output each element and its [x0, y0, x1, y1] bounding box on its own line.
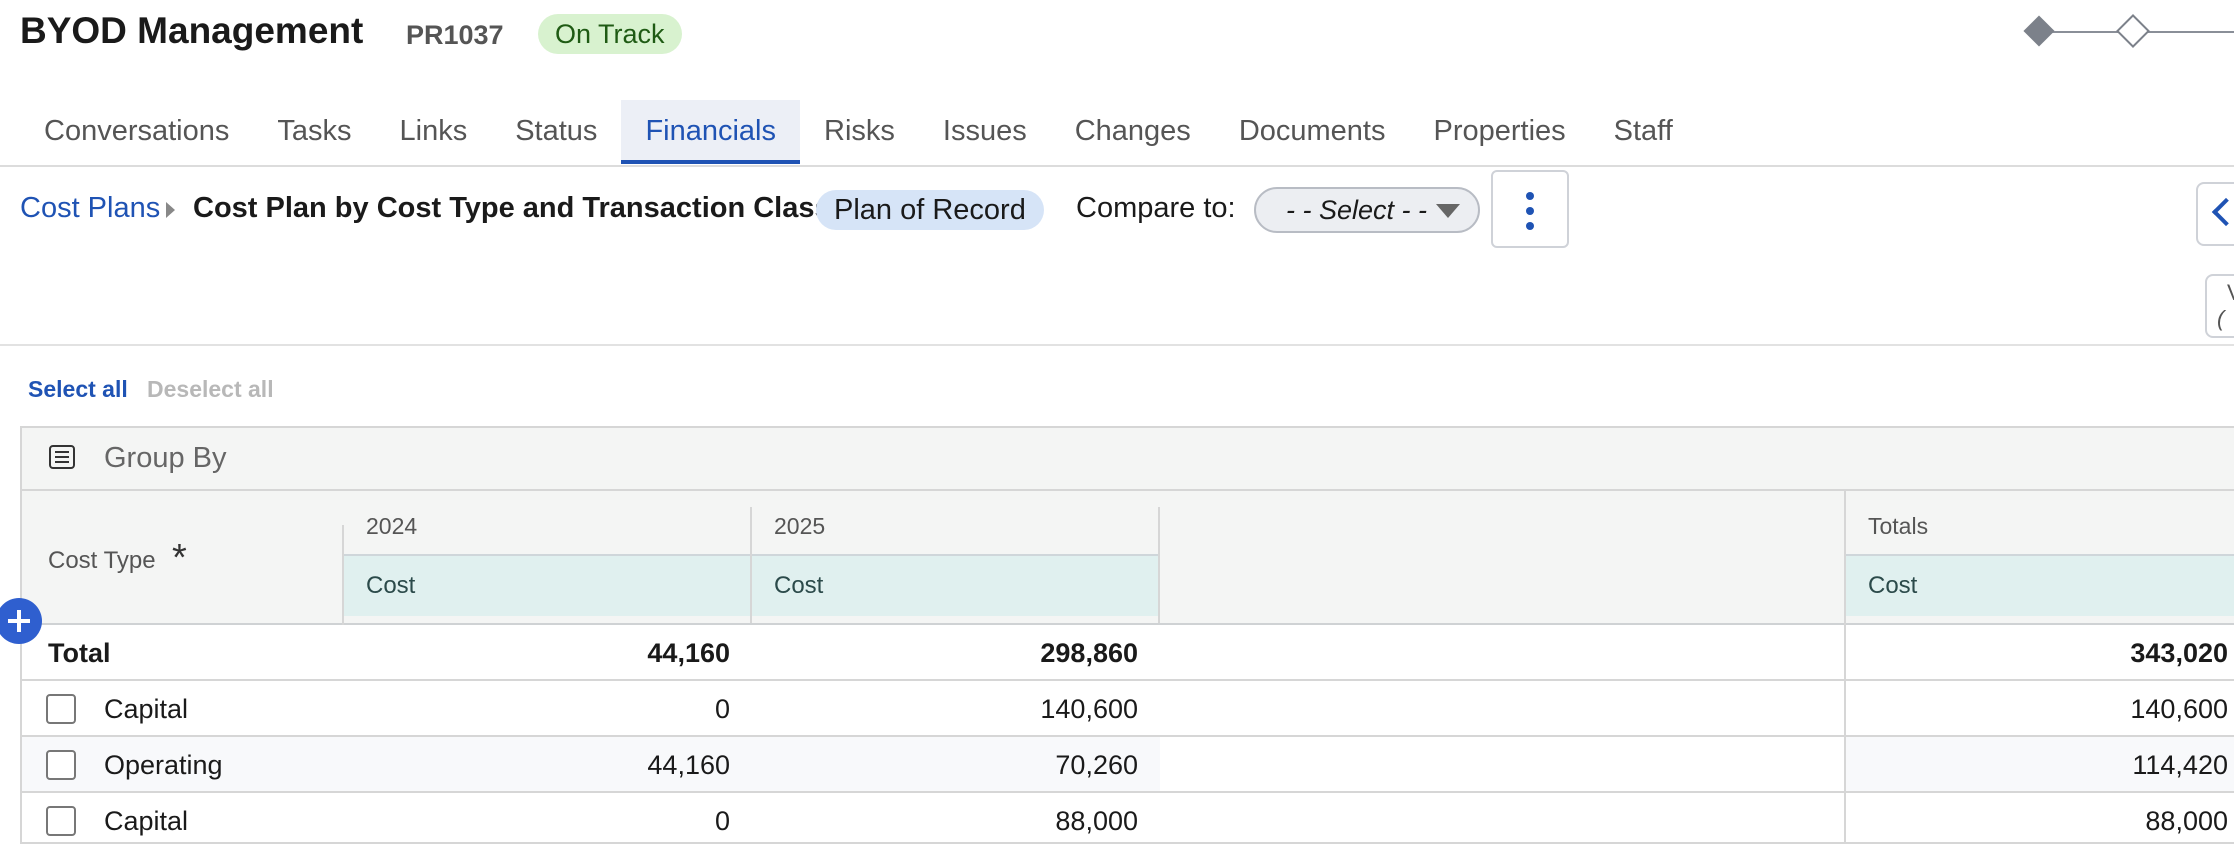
status-badge: On Track — [538, 14, 682, 54]
compare-label: Compare to: — [1076, 192, 1236, 224]
breadcrumb-arrow-icon — [166, 202, 175, 218]
totals-header: Totals — [1868, 513, 1929, 539]
tab-status[interactable]: Status — [515, 115, 598, 147]
tab-documents[interactable]: Documents — [1238, 115, 1386, 147]
project-title: BYOD Management — [20, 10, 364, 51]
tab-risks[interactable]: Risks — [824, 115, 895, 147]
table-row[interactable]: Capital 0 88,000 88,000 — [22, 793, 2234, 842]
cost-subheader-totals: Cost — [1868, 572, 1918, 599]
chevron-left-icon — [2211, 197, 2234, 227]
cell-2025[interactable]: 140,600 — [1040, 694, 1138, 724]
cost-plan-grid: Group By Cost Type * 2024 2025 Totals Co… — [20, 426, 2234, 844]
side-panel-text: V — [2227, 280, 2234, 306]
cell-2024[interactable]: 44,160 — [647, 750, 730, 780]
add-row-button[interactable] — [0, 598, 42, 644]
more-vertical-icon — [1526, 192, 1534, 200]
column-divider — [1844, 491, 1846, 625]
empty-column-area — [1160, 681, 1844, 735]
side-panel-subtext: ( — [2217, 306, 2225, 331]
tab-tasks[interactable]: Tasks — [277, 115, 352, 147]
list-icon — [49, 445, 75, 469]
more-dot — [1526, 207, 1534, 215]
row-label: Total — [48, 638, 111, 668]
section-divider — [0, 344, 2234, 346]
cell-total: 343,020 — [2130, 638, 2228, 668]
cell-2025[interactable]: 88,000 — [1055, 806, 1138, 836]
stage-complete-icon — [2023, 15, 2055, 47]
tab-issues[interactable]: Issues — [942, 115, 1027, 147]
row-label: Operating — [104, 750, 223, 780]
column-divider — [750, 507, 752, 623]
tab-staff[interactable]: Staff — [1613, 115, 1673, 147]
cost-subheader-totals-band: Cost — [1844, 554, 2234, 616]
tab-financials[interactable]: Financials — [621, 100, 800, 164]
tab-changes[interactable]: Changes — [1074, 115, 1191, 147]
cost-subheader-2024: Cost — [366, 572, 416, 599]
cell-2024[interactable]: 0 — [714, 694, 730, 724]
table-row-total: Total 44,160 298,860 343,020 — [22, 625, 2234, 681]
cell-total: 88,000 — [2145, 806, 2228, 836]
page-title: Cost Plan by Cost Type and Transaction C… — [193, 192, 831, 224]
compare-select[interactable]: - - Select - - — [1254, 187, 1480, 233]
tabs-divider — [0, 165, 2234, 167]
plan-of-record-badge: Plan of Record — [816, 190, 1044, 230]
stage-current-icon — [2116, 14, 2150, 48]
cost-subheader-2025: Cost — [774, 572, 824, 599]
deselect-all-link[interactable]: Deselect all — [147, 376, 274, 402]
row-checkbox[interactable] — [46, 750, 76, 780]
cell-2024: 44,160 — [647, 638, 730, 668]
cell-total: 114,420 — [2132, 750, 2228, 780]
caret-down-icon — [1436, 204, 1460, 218]
project-id: PR1037 — [406, 20, 504, 50]
row-checkbox[interactable] — [46, 806, 76, 836]
totals-divider — [1844, 625, 1846, 842]
row-label: Capital — [104, 694, 189, 724]
table-row[interactable]: Operating 44,160 70,260 114,420 — [22, 737, 2234, 793]
cell-2025[interactable]: 70,260 — [1055, 750, 1138, 780]
cost-subheader-band: Cost Cost — [344, 554, 1160, 616]
grid-header: Cost Type * 2024 2025 Totals Cost Cost C… — [22, 491, 2234, 625]
tab-conversations[interactable]: Conversations — [44, 115, 230, 147]
cell-2024[interactable]: 0 — [714, 806, 730, 836]
required-indicator: * — [172, 537, 187, 579]
column-divider — [1158, 507, 1160, 623]
tab-bar: Conversations Tasks Links Status Financi… — [20, 100, 1697, 166]
row-checkbox[interactable] — [46, 694, 76, 724]
year-header-2025: 2025 — [774, 513, 826, 539]
select-all-link[interactable]: Select all — [28, 376, 128, 402]
cell-total: 140,600 — [2130, 694, 2228, 724]
year-header-2024: 2024 — [366, 513, 418, 539]
table-row[interactable]: Capital 0 140,600 140,600 — [22, 681, 2234, 737]
row-label: Capital — [104, 806, 189, 836]
side-panel-field[interactable]: V ( — [2205, 274, 2234, 338]
empty-column-area — [1160, 793, 1844, 842]
collapse-panel-button[interactable] — [2196, 182, 2234, 246]
more-dot — [1526, 222, 1534, 230]
breadcrumb-cost-plans[interactable]: Cost Plans — [20, 192, 161, 224]
empty-column-area — [1160, 737, 1844, 791]
compare-select-value: - - Select - - — [1286, 195, 1428, 225]
column-divider — [342, 525, 344, 625]
group-by-label: Group By — [104, 442, 227, 474]
stage-indicator[interactable] — [2020, 14, 2234, 50]
cell-2025: 298,860 — [1040, 638, 1138, 668]
tab-properties[interactable]: Properties — [1433, 115, 1566, 147]
more-options-button[interactable] — [1491, 170, 1569, 248]
cost-type-header[interactable]: Cost Type — [48, 547, 156, 574]
group-by-bar[interactable]: Group By — [22, 428, 2234, 491]
tab-links[interactable]: Links — [399, 115, 468, 147]
